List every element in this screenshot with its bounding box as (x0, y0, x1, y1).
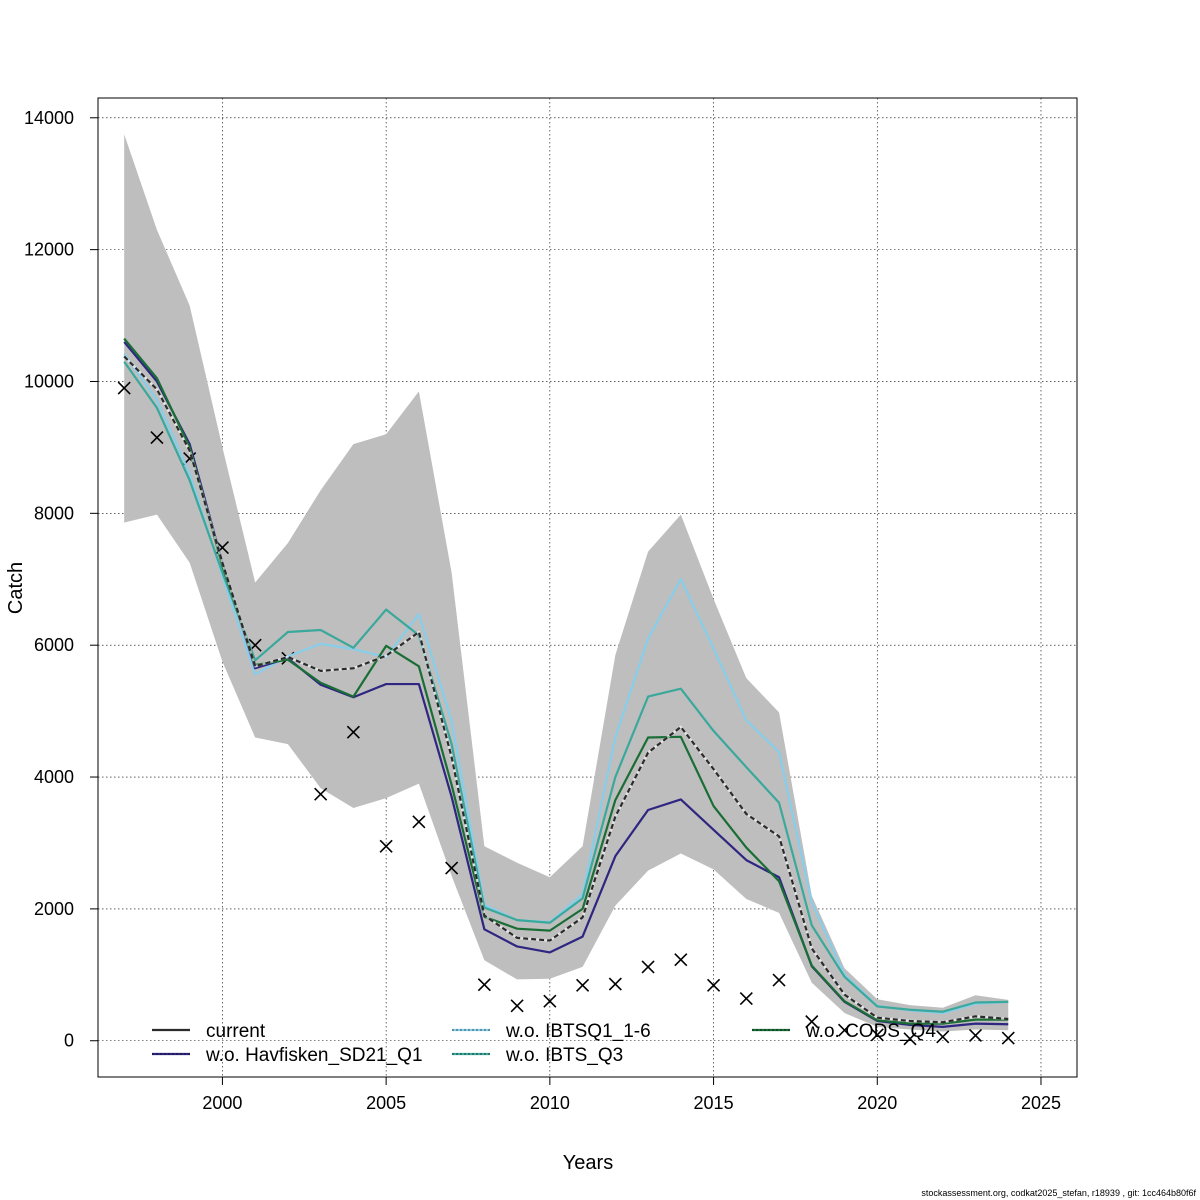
observed-point-2013 (641, 960, 655, 974)
observed-point-2018 (805, 1015, 819, 1029)
observed-point-2004 (346, 725, 360, 739)
observed-point-2011 (576, 978, 590, 992)
y-tick-label-0: 0 (64, 1031, 74, 1051)
observed-point-stroke (837, 1023, 852, 1037)
x-tick-label-2010: 2010 (530, 1093, 570, 1113)
legend-entry-w-o-havfisken-sd21-q1: w.o. Havfisken_SD21_Q1 (152, 1045, 423, 1066)
y-tick-label-12000: 12000 (24, 240, 74, 260)
series-lines-layer (123, 337, 1009, 1028)
observed-point-stroke (1001, 1031, 1015, 1045)
legend-label: w.o. Havfisken_SD21_Q1 (205, 1045, 423, 1066)
observed-point-2010 (543, 994, 557, 1008)
x-tick-label-2000: 2000 (202, 1093, 242, 1113)
legend-label: w.o. IBTS_Q3 (505, 1045, 623, 1066)
x-axis-title: Years (563, 1152, 613, 1174)
observed-point-stroke (445, 861, 459, 875)
observed-point-stroke (674, 953, 688, 967)
x-tick-label-2015: 2015 (694, 1093, 734, 1113)
observed-point-stroke (706, 978, 721, 992)
observed-point-stroke (608, 977, 622, 991)
observed-point-1997 (117, 381, 131, 395)
observed-point-2020 (870, 1028, 884, 1042)
observed-point-stroke (150, 430, 164, 445)
observed-point-1998 (150, 430, 164, 445)
y-tick-label-2000: 2000 (34, 899, 74, 919)
observed-point-2021 (903, 1032, 917, 1046)
y-tick-label-8000: 8000 (34, 503, 74, 523)
observed-point-stroke (968, 1028, 983, 1043)
observed-point-stroke (936, 1030, 950, 1044)
observed-point-stroke (314, 787, 328, 801)
observed-points-layer (117, 381, 1015, 1046)
observed-point-stroke (805, 1015, 819, 1029)
footer-credit: stockassessment.org, codkat2025_stefan, … (921, 1188, 1196, 1198)
observed-point-stroke (903, 1032, 917, 1046)
legend-entry-w-o-cods-q4: w.o. CODS_Q4 (752, 1021, 936, 1042)
observed-point-2019 (837, 1023, 852, 1037)
y-tick-label-4000: 4000 (34, 767, 74, 787)
observed-point-2015 (706, 978, 721, 992)
observed-point-2022 (936, 1030, 950, 1044)
observed-point-stroke (346, 725, 360, 739)
observed-point-2017 (772, 973, 786, 987)
y-tick-label-10000: 10000 (24, 371, 74, 391)
observed-point-2009 (510, 999, 524, 1013)
y-tick-label-14000: 14000 (24, 108, 74, 128)
observed-point-2005 (379, 839, 393, 853)
legend-entry-w-o-ibtsq1-1-6: w.o. IBTSQ1_1-6 (452, 1021, 651, 1042)
observed-point-2023 (968, 1028, 983, 1043)
legend-label: w.o. CODS_Q4 (805, 1021, 936, 1042)
observed-point-2008 (477, 978, 491, 992)
observed-point-2012 (608, 977, 622, 991)
observed-point-stroke (117, 381, 131, 395)
observed-point-2016 (739, 991, 753, 1006)
x-tick-label-2005: 2005 (366, 1093, 406, 1113)
series-line-current (123, 355, 1009, 1024)
confidence-band (124, 134, 1009, 1032)
observed-point-2006 (412, 815, 426, 829)
x-tick-label-2025: 2025 (1021, 1093, 1061, 1113)
observed-point-2014 (674, 953, 688, 967)
legend: current w.o. Havfisken_SD21_Q1 w.o. IBTSQ1… (152, 1021, 936, 1066)
observed-point-2007 (445, 861, 459, 875)
y-axis-title: Catch (5, 562, 27, 614)
observed-point-stroke (510, 999, 524, 1013)
legend-label: current (206, 1021, 266, 1042)
observed-point-stroke (543, 994, 557, 1008)
observed-point-stroke (379, 839, 393, 853)
legend-entry-current: current (152, 1021, 266, 1042)
observed-point-stroke (772, 973, 786, 987)
legend-entry-w-o-ibts-q3: w.o. IBTS_Q3 (452, 1045, 623, 1066)
observed-point-2003 (314, 787, 328, 801)
plot-frame (97, 97, 1078, 1078)
observed-point-stroke (477, 978, 491, 992)
y-tick-label-6000: 6000 (34, 635, 74, 655)
observed-point-stroke (870, 1028, 884, 1042)
x-tick-label-2020: 2020 (857, 1093, 897, 1113)
observed-point-stroke (576, 978, 590, 992)
observed-point-stroke (739, 991, 753, 1006)
axes-layer: 2000 2005 2010 2015 2020 2025 0 2000 4000 6000 800… (24, 108, 1061, 1113)
legend-label: w.o. IBTSQ1_1-6 (505, 1021, 651, 1042)
observed-point-2024 (1001, 1031, 1015, 1045)
observed-point-stroke (412, 815, 426, 829)
confidence-band-layer (124, 134, 1009, 1032)
series-line-w-o-ibts-q3 (123, 361, 1009, 1013)
observed-point-stroke (641, 960, 655, 974)
